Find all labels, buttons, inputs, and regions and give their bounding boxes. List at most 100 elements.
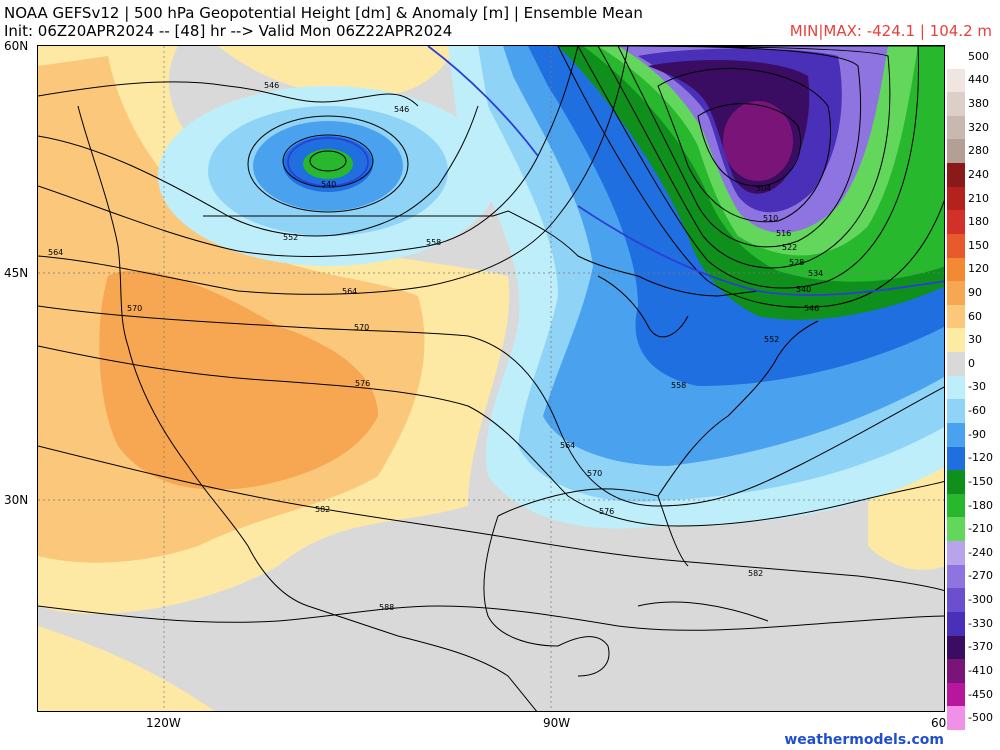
credit-text: weathermodels.com <box>784 732 944 748</box>
colorbar-entry: -370 <box>947 635 999 660</box>
lon-label-90w: 90W <box>543 716 571 730</box>
lat-label-60n: 60N <box>4 39 29 53</box>
colorbar-entry: -450 <box>947 682 999 707</box>
colorbar-swatch <box>947 210 965 234</box>
map-init-valid-time: Init: 06Z20APR2024 -- [48] hr --> Valid … <box>4 22 453 40</box>
colorbar-swatch <box>947 139 965 164</box>
gulf-of-mexico-west <box>483 515 559 647</box>
warm-anomaly-north <box>218 46 458 96</box>
colorbar-swatch <box>947 399 965 423</box>
contour-label: 564 <box>342 287 357 296</box>
colorbar-label: -450 <box>968 687 993 701</box>
contour-label: 552 <box>764 335 779 344</box>
colorbar-entry: 180 <box>947 210 999 234</box>
contour-label: 582 <box>315 505 330 514</box>
contour-label: 546 <box>804 304 819 313</box>
us-canada-border <box>203 210 759 297</box>
contour-east-534 <box>557 46 944 308</box>
contour-east-528 <box>577 46 919 289</box>
lon-label-60w: 60 <box>931 716 947 730</box>
colorbar-label: 60 <box>968 309 982 323</box>
colorbar-label: -120 <box>968 451 993 465</box>
colorbar-entry: -240 <box>947 541 999 565</box>
contour-570 <box>38 305 944 507</box>
colorbar-swatch <box>947 352 965 376</box>
contour-558 <box>38 46 579 257</box>
contour-564 <box>38 46 629 295</box>
contour-label: 558 <box>671 381 686 390</box>
lon-label-120w: 120W <box>146 716 181 730</box>
colorbar-entry: 120 <box>947 257 999 282</box>
colorbar-swatch <box>947 281 965 305</box>
gulf-coast <box>497 488 689 567</box>
contour-label: 504 <box>756 184 771 193</box>
colorbar-label: -240 <box>968 545 993 559</box>
colorbar-swatch <box>947 493 965 518</box>
contour-label: 570 <box>354 323 369 332</box>
contour-label: 552 <box>283 233 298 242</box>
contour-label: 534 <box>808 269 823 278</box>
contour-label: 564 <box>48 248 63 257</box>
colorbar-label: 440 <box>968 73 989 87</box>
colorbar-entry: -180 <box>947 493 999 518</box>
colorbar-entry: 0 <box>947 352 999 376</box>
colorbar-label: -330 <box>968 616 993 630</box>
contour-582 <box>38 445 944 591</box>
contour-low-534 <box>309 150 347 172</box>
colorbar-entry: -120 <box>947 446 999 471</box>
colorbar-entry: -500 <box>947 706 999 730</box>
contour-label: 582 <box>748 569 763 578</box>
colorbar-swatch <box>947 446 965 471</box>
contour-east-522 <box>597 46 891 269</box>
lat-label-30n: 30N <box>4 493 29 507</box>
cold-anomaly-canada-green <box>303 149 353 179</box>
map-title: NOAA GEFSv12 | 500 hPa Geopotential Heig… <box>4 4 643 22</box>
colorbar-swatch <box>947 186 965 211</box>
colorbar-label: 380 <box>968 97 989 111</box>
colorbar-entry: 240 <box>947 163 999 187</box>
colorbar-swatch <box>947 541 965 565</box>
colorbar-label: 120 <box>968 262 989 276</box>
contour-576 <box>38 345 944 527</box>
colorbar-entry: -270 <box>947 564 999 589</box>
colorbar-label: 240 <box>968 167 989 181</box>
pacific-coast <box>77 105 538 711</box>
colorbar-entry: 380 <box>947 92 999 116</box>
colorbar-label: 210 <box>968 191 989 205</box>
colorbar-swatch <box>947 257 965 282</box>
colorbar-label: -180 <box>968 498 993 512</box>
colorbar-label: -370 <box>968 640 993 654</box>
contour-546 <box>38 81 419 107</box>
colorbar-label: -300 <box>968 593 993 607</box>
highlight-contours <box>287 46 944 297</box>
colorbar-entry: 280 <box>947 139 999 164</box>
warm-anomaly-southwest <box>38 626 215 711</box>
highlight-contour-low <box>287 137 369 187</box>
colorbar-swatch <box>947 422 965 447</box>
colorbar-label: 180 <box>968 215 989 229</box>
colorbar-label: -270 <box>968 569 993 583</box>
cold-anomaly-east-magenta <box>723 101 793 181</box>
colorbar-swatch <box>947 375 965 400</box>
graticule <box>38 46 944 711</box>
contour-label: 546 <box>264 81 279 90</box>
contour-label: 510 <box>763 214 778 223</box>
colorbar-swatch <box>947 115 965 140</box>
colorbar-label: -30 <box>968 380 986 394</box>
contour-label: 522 <box>782 243 797 252</box>
contour-label: 558 <box>426 238 441 247</box>
colorbar-swatch <box>947 304 965 329</box>
colorbar-swatch <box>947 682 965 707</box>
great-lakes <box>597 275 689 338</box>
colorbar-swatch <box>947 470 965 494</box>
warm-anomaly-west-strong <box>99 270 379 490</box>
yucatan <box>557 636 610 677</box>
colorbar-entry: 150 <box>947 233 999 258</box>
colorbar-entry: -90 <box>947 422 999 447</box>
contour-label: 570 <box>127 304 142 313</box>
colorbar-entry: -30 <box>947 375 999 400</box>
contour-label: 546 <box>394 105 409 114</box>
highlight-contour-east <box>577 205 944 297</box>
contour-east-504 <box>697 103 802 187</box>
